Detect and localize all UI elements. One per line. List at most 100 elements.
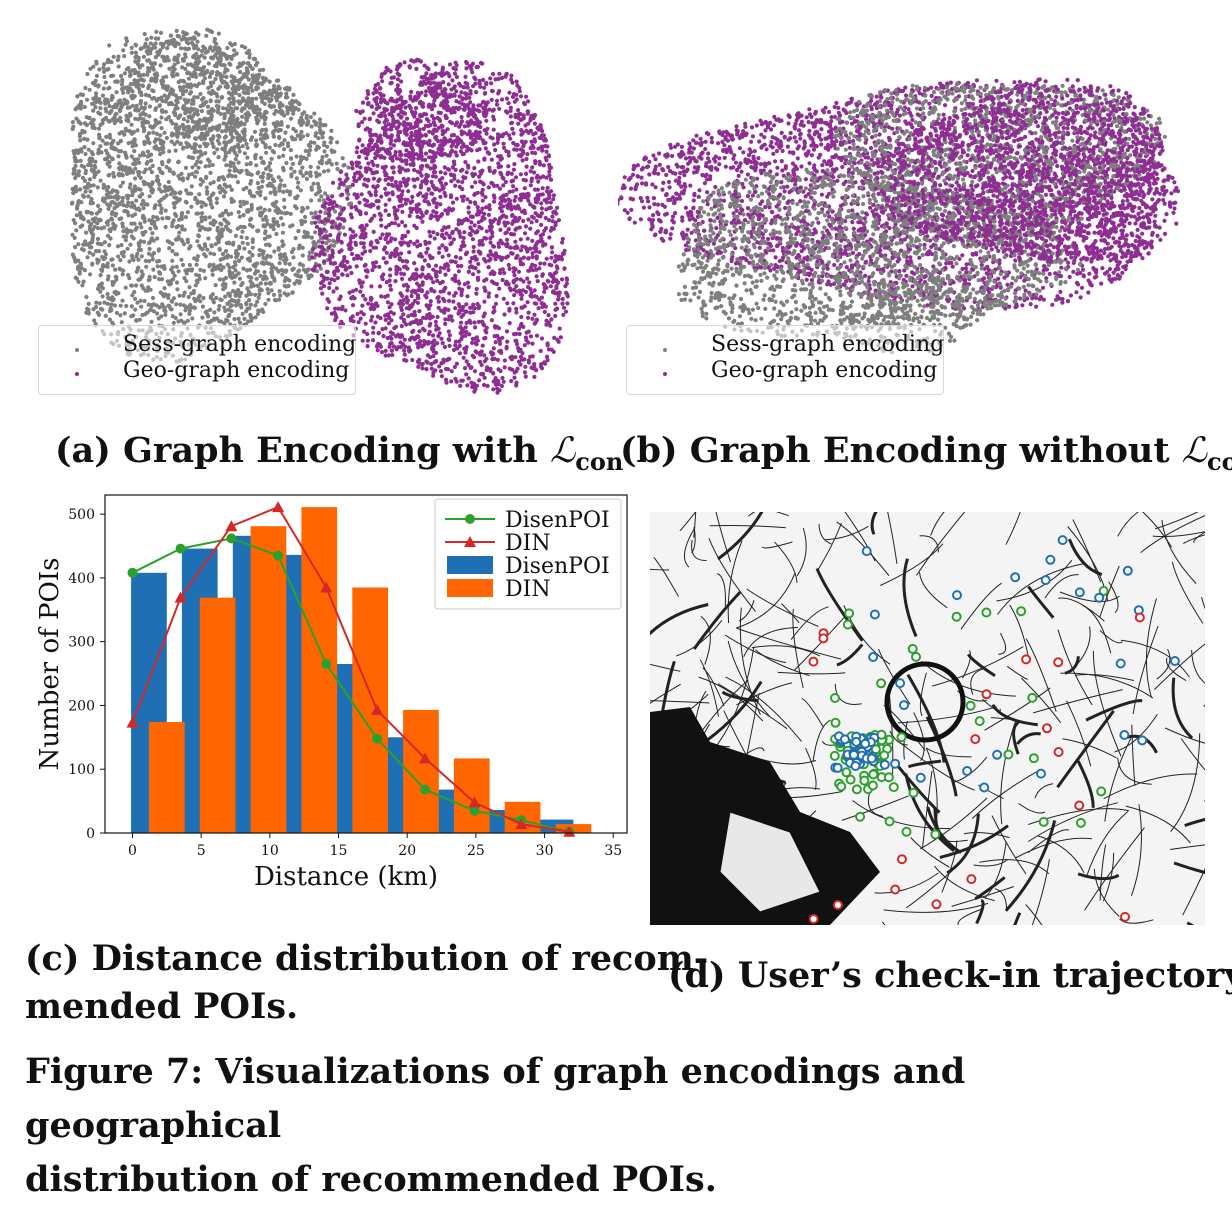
figure-caption: Figure 7: Visualizations of graph encodi… — [25, 1045, 1215, 1207]
checkin-marker-green — [832, 719, 840, 727]
y-tick-label-2: 200 — [68, 698, 95, 714]
x-tick-label-2: 10 — [261, 843, 279, 859]
y-tick-label-3: 300 — [68, 635, 95, 651]
legend-marker-0 — [465, 514, 475, 524]
legend-b-sess-marker — [663, 348, 667, 352]
checkin-marker-red — [967, 875, 975, 883]
checkin-marker-blue — [917, 774, 925, 782]
checkin-marker-green — [909, 645, 917, 653]
checkin-marker-blue — [1046, 556, 1054, 564]
panel-a-scatter: Sess-graph encoding Geo-graph encoding — [30, 25, 600, 405]
checkin-marker-green — [898, 733, 906, 741]
point-disenpoi-6 — [420, 785, 430, 795]
point-din-2 — [225, 520, 237, 531]
x-tick-label-4: 20 — [398, 843, 416, 859]
x-tick-label-3: 15 — [330, 843, 348, 859]
checkin-marker-red — [1055, 748, 1063, 756]
checkin-marker-blue — [896, 679, 904, 687]
y-tick-label-5: 500 — [68, 507, 95, 523]
checkin-marker-green — [837, 783, 845, 791]
checkin-marker-green — [853, 785, 861, 793]
checkin-marker-red — [819, 634, 827, 642]
point-disenpoi-2 — [226, 533, 236, 543]
checkin-marker-green — [1028, 694, 1036, 702]
caption-c-line2: mended POIs. — [25, 983, 708, 1031]
panel-b-scatter: Sess-graph encoding Geo-graph encoding — [618, 25, 1208, 405]
legend-swatch-3 — [447, 579, 493, 597]
checkin-marker-green — [1017, 607, 1025, 615]
checkin-marker-blue — [850, 751, 858, 759]
caption-d-text: (d) User’s check-in trajectory. — [668, 955, 1232, 996]
point-din-3 — [272, 501, 284, 512]
checkin-marker-green — [1097, 787, 1105, 795]
point-disenpoi-4 — [321, 659, 331, 669]
y-axis-label: Number of POIs — [35, 558, 65, 771]
checkin-marker-blue — [1042, 576, 1050, 584]
point-disenpoi-3 — [273, 551, 283, 561]
caption-a-symbol: ℒ — [550, 431, 575, 471]
checkin-marker-red — [891, 886, 899, 894]
checkin-marker-red — [1054, 658, 1062, 666]
checkin-marker-green — [903, 828, 911, 836]
checkin-marker-blue — [1059, 536, 1067, 544]
checkin-marker-blue — [863, 547, 871, 555]
sess-encoding-points — [70, 30, 353, 364]
caption-a-subscript: con — [575, 447, 623, 476]
checkin-marker-green — [1030, 754, 1038, 762]
checkin-marker-green — [886, 817, 894, 825]
checkin-marker-green — [912, 653, 920, 661]
checkin-marker-blue — [963, 767, 971, 775]
checkin-marker-red — [809, 658, 817, 666]
caption-b-subscript: con — [1207, 447, 1232, 476]
checkin-marker-blue — [852, 762, 860, 770]
checkin-marker-blue — [891, 760, 899, 768]
checkin-marker-blue — [834, 764, 842, 772]
checkin-marker-blue — [852, 738, 860, 746]
checkin-marker-green — [860, 777, 868, 785]
checkin-marker-blue — [1171, 657, 1179, 665]
legend-a: Sess-graph encoding Geo-graph encoding — [38, 325, 356, 395]
checkin-marker-blue — [980, 784, 988, 792]
bar-din-0 — [149, 722, 185, 833]
checkin-marker-green — [877, 679, 885, 687]
bar-din-2 — [251, 526, 287, 833]
legend-label-2: DisenPOI — [505, 554, 610, 579]
legend-b-geo-marker — [663, 372, 667, 376]
x-tick-label-1: 5 — [197, 843, 206, 859]
x-tick-label-6: 30 — [536, 843, 554, 859]
figure-caption-line2: distribution of recommended POIs. — [25, 1153, 1215, 1207]
caption-a: (a) Graph Encoding with ℒcon — [55, 430, 623, 476]
x-tick-label-7: 35 — [604, 843, 622, 859]
figure-caption-line1: Figure 7: Visualizations of graph encodi… — [25, 1045, 1215, 1153]
caption-c: (c) Distance distribution of recom- mend… — [25, 935, 708, 1031]
checkin-marker-blue — [1095, 594, 1103, 602]
legend-a-sess-label: Sess-graph encoding — [123, 332, 356, 357]
checkin-marker-green — [1004, 751, 1012, 759]
checkin-marker-green — [844, 621, 852, 629]
checkin-marker-blue — [869, 653, 877, 661]
legend-a-sess-marker — [75, 348, 79, 352]
legend-a-geo-label: Geo-graph encoding — [123, 358, 349, 383]
checkin-marker-red — [1043, 724, 1051, 732]
checkin-marker-blue — [953, 591, 961, 599]
legend-label-3: DIN — [505, 577, 551, 602]
x-tick-label-0: 0 — [128, 843, 137, 859]
checkin-marker-red — [933, 900, 941, 908]
x-axis-label: Distance (km) — [254, 862, 438, 892]
checkin-marker-red — [834, 901, 842, 909]
map-palace-ring — [887, 664, 963, 740]
y-tick-label-4: 400 — [68, 571, 95, 587]
checkin-marker-green — [845, 609, 853, 617]
point-disenpoi-5 — [372, 734, 382, 744]
checkin-marker-red — [1075, 802, 1083, 810]
checkin-marker-blue — [881, 761, 889, 769]
checkin-marker-blue — [1076, 588, 1084, 596]
checkin-marker-blue — [1011, 573, 1019, 581]
checkin-marker-blue — [1120, 731, 1128, 739]
checkin-marker-green — [967, 702, 975, 710]
checkin-marker-red — [1121, 913, 1129, 921]
caption-a-text: (a) Graph Encoding with — [55, 430, 550, 471]
checkin-marker-red — [898, 855, 906, 863]
